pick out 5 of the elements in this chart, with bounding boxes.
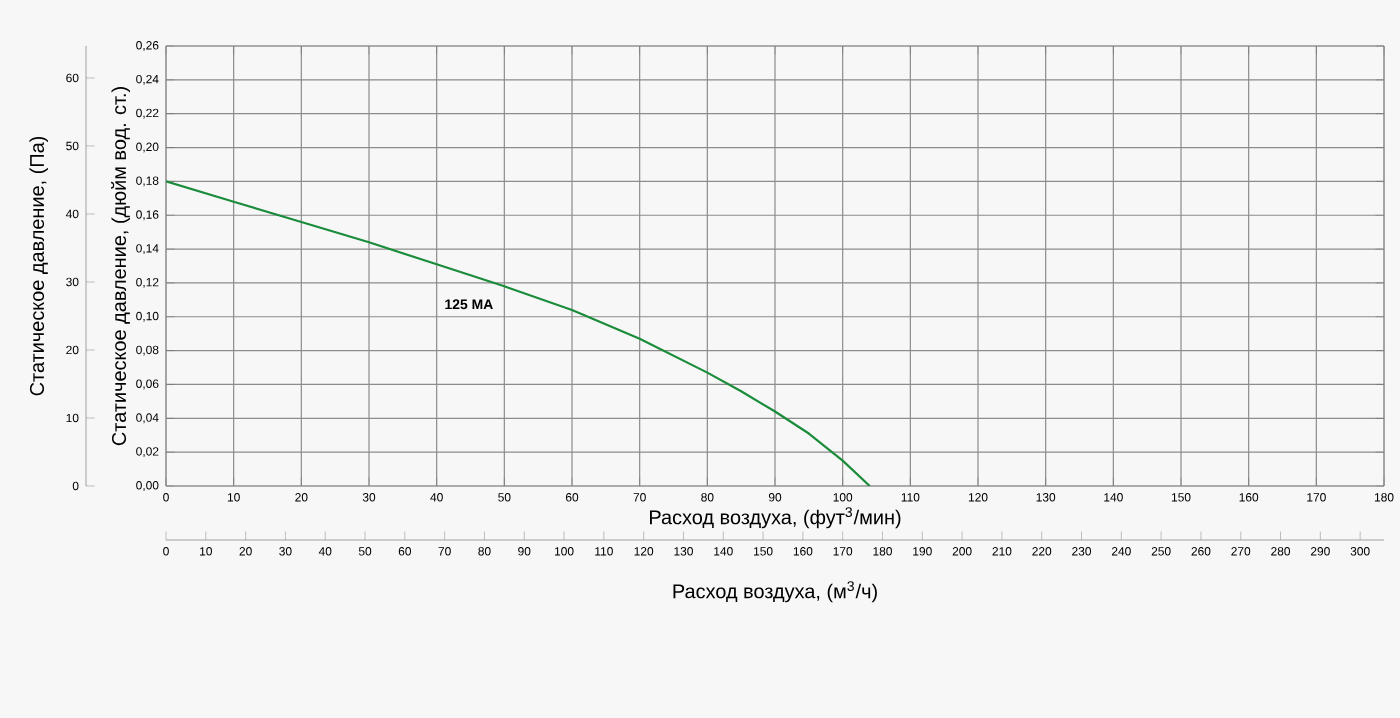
- y2-axis-title: Статическое давление, (Па): [29, 136, 48, 396]
- x-axis-title: Расход воздуха, (фут$^{3}$/мин): [650, 507, 901, 529]
- line-series: [166, 180, 871, 486]
- y-axis-title: Статическое давление, (дюйм вод. ст.): [111, 87, 131, 446]
- x2-axis-title: Расход воздуха, (м$^{3}$/ч): [673, 581, 877, 603]
